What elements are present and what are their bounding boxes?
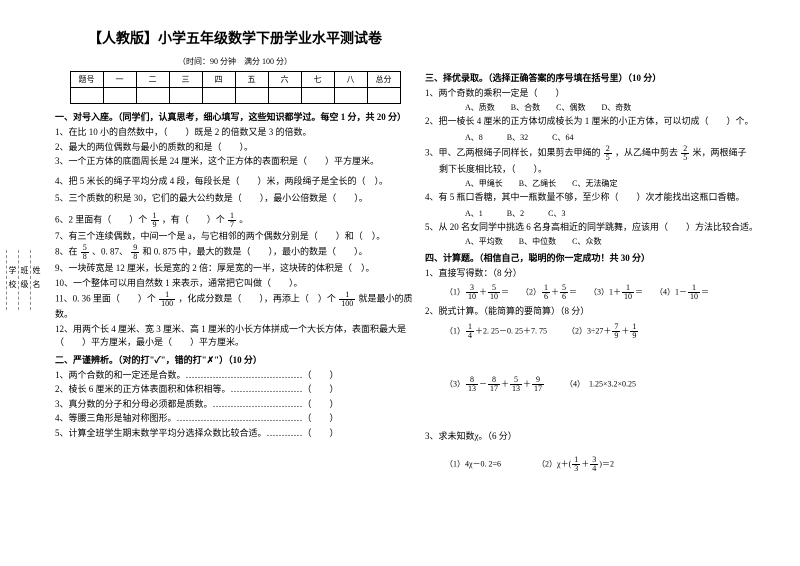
section1-head: 一、对号入座。（同学们，认真思考，细心填写，这些知识都学过。每空 1 分，共 2… <box>55 110 415 123</box>
s3-q1: 1、两个奇数的乘积一定是（ ） <box>425 87 785 101</box>
th-9: 总分 <box>367 72 400 88</box>
exam-title: 【人教版】小学五年级数学下册学业水平测试卷 <box>55 28 415 48</box>
s1-q8a: 8、在 <box>55 247 78 257</box>
binding-school: 学校 <box>7 266 18 294</box>
frac-1-9: 19 <box>151 212 159 229</box>
th-6: 六 <box>268 72 301 88</box>
left-column: 【人教版】小学五年级数学下册学业水平测试卷 （时间：90 分钟 满分 100 分… <box>55 0 415 441</box>
s3-q2: 2、把一棱长 4 厘米的正方体切成棱长为 1 厘米的小正方体，可以切成（ ）个。 <box>425 115 785 129</box>
section2-head: 二、严谨辨析。（对的打"✓"，错的打"✗"）（10 分） <box>55 353 415 366</box>
th-8: 八 <box>334 72 367 88</box>
frac-2-5b: 25 <box>681 145 689 162</box>
s1-q7: 7、有三个连续偶数，中间一个是 a，与它相邻的两个偶数分别是（ ）和（ ）。 <box>55 230 415 244</box>
s1-q6a: 6、2 里面有（ ）个 <box>55 214 147 224</box>
right-column: 三、择优录取。（选择正确答案的序号填在括号里）（10 分） 1、两个奇数的乘积一… <box>425 40 785 477</box>
frac-1-100b: 1100 <box>339 291 355 308</box>
s3-q1o: A、质数 B、合数 C、偶数 D、奇数 <box>425 102 785 114</box>
s3-q3c: 米，两根绳子 <box>693 148 747 158</box>
calc-row-4: （1）4χ－0. 2=6 （2）χ＋(13＋34)＝2 <box>425 456 785 473</box>
exam-subtitle: （时间：90 分钟 满分 100 分） <box>55 56 415 67</box>
s1-q8: 8、在 58 、0. 87、 98 和 0. 875 中，最大的数是（ ），最小… <box>55 244 415 261</box>
frac-1-7: 17 <box>228 212 236 229</box>
score-table: 题号 一 二 三 四 五 六 七 八 总分 <box>70 71 401 104</box>
frac-9-8: 98 <box>131 244 139 261</box>
th-3: 三 <box>169 72 202 88</box>
s1-q6: 6、2 里面有（ ）个 19 ，有（ ）个 17 。 <box>55 212 415 229</box>
s1-q12: 12、用两个长 4 厘米、宽 3 厘米、高 1 厘米的小长方体拼成一个大长方体，… <box>55 323 415 350</box>
frac-5-8: 58 <box>81 244 89 261</box>
calc-row-2: （1）14＋2. 25－0. 25＋7. 75 （2）3÷27＋79＋19 <box>425 323 785 340</box>
binding-class: 班级 <box>19 266 30 294</box>
s4-r3a: （1）4χ－0. 2=6 <box>445 459 501 468</box>
s2-q4: 4、等腰三角形是轴对称图形。……………………………………（ ） <box>55 412 415 426</box>
s4-h1: 1、直接写得数：（8 分） <box>425 267 785 281</box>
s1-q6b: ，有（ ）个 <box>162 214 225 224</box>
calc-row-3: （3）813－817＋513＋917 （4） 1.25×3.2×0.25 <box>425 376 785 393</box>
s3-q3a: 3、甲、乙两根绳子同样长，如果剪去甲绳的 <box>425 148 601 158</box>
s1-q6c: 。 <box>239 214 248 224</box>
th-7: 七 <box>301 72 334 88</box>
th-0: 题号 <box>70 72 103 88</box>
s2-q5: 5、计算全班学生期末数学平均分选择众数比较合适。…………（ ） <box>55 427 415 441</box>
th-2: 二 <box>136 72 169 88</box>
section3-head: 三、择优录取。（选择正确答案的序号填在括号里）（10 分） <box>425 71 785 84</box>
th-4: 四 <box>202 72 235 88</box>
s3-q3: 3、甲、乙两根绳子同样长，如果剪去甲绳的 25 ，从乙绳中剪去 25 米，两根绳… <box>425 145 785 162</box>
s3-q5o: A、平均数 B、中位数 C、众数 <box>425 236 785 248</box>
s1-q11a: 11、0. 36 里面（ ）个 <box>55 294 156 304</box>
s1-q5: 5、三个质数的积是 30，它们的最大公约数是（ ），最小公倍数是（ ）。 <box>55 192 415 206</box>
s3-q3b: ，从乙绳中剪去 <box>615 148 678 158</box>
s2-q1: 1、两个合数的和一定还是合数。…………………………………（ ） <box>55 369 415 383</box>
s3-q2o: A、8 B、32 C、64 <box>425 132 785 144</box>
s1-q1: 1、在比 10 小的自然数中，（ ）既是 2 的倍数又是 3 的倍数。 <box>55 126 415 140</box>
s1-q10: 10、一个整体可以用自然数 1 来表示，通常把它叫做（ ）。 <box>55 277 415 291</box>
section4-head: 四、计算题。（相信自己，聪明的你一定成功！共 30 分） <box>425 251 785 264</box>
calc-row-1: （1）310＋510＝ （2）16＋56＝ （3）1＋110＝ （4）1－110… <box>425 284 785 301</box>
binding-name: 姓名 <box>31 266 42 294</box>
s1-q2: 2、最大的两位偶数与最小的质数的和是（ ）。 <box>55 141 415 155</box>
s1-q8b: 、0. 87、 <box>92 247 128 257</box>
s1-q9: 9、一块砖宽是 12 厘米，长是宽的 2 倍：厚是宽的一半，这块砖的体积是（ ）… <box>55 262 415 276</box>
s2-q3: 3、真分数的分子和分母必须都是质数。…………………………（ ） <box>55 398 415 412</box>
s1-q4: 4、把 5 米长的绳子平均分成 4 段，每段长是（ ）米，两段绳子是全长的（ ）… <box>55 175 415 189</box>
s3-q3d: 剩下长度相比较，（ ）。 <box>425 163 785 177</box>
th-1: 一 <box>103 72 136 88</box>
s1-q8c: 和 0. 875 中，最大的数是（ ），最小的数是（ ）。 <box>143 247 368 257</box>
s3-q4o: A、1 B、2 C、3 <box>425 208 785 220</box>
s4-h2: 2、脱式计算。（能简算的要简算）（8 分） <box>425 305 785 319</box>
frac-2-5a: 25 <box>604 145 612 162</box>
binding-margin: 姓名 班级 学校 <box>30 80 42 480</box>
s4-h3: 3、求未知数χ。（6 分） <box>425 430 785 444</box>
th-5: 五 <box>235 72 268 88</box>
s1-q11: 11、0. 36 里面（ ）个 1100 ，化成分数是（ ），再添上（ ）个 1… <box>55 291 415 322</box>
s3-q4: 4、有 5 瓶口香糖，其中一瓶数量不够，至少称（ ）次才能找出这瓶口香糖。 <box>425 191 785 205</box>
s3-q3o: A、甲绳长 B、乙绳长 C、无法确定 <box>425 178 785 190</box>
s4-r3b: （2）χ＋ <box>541 459 569 468</box>
s1-q3: 3、一个正方体的底面周长是 24 厘米，这个正方体的表面积是（ ）平方厘米。 <box>55 155 415 169</box>
s3-q5: 5、从 20 名女同学中挑选 6 名身高相近的同学跳舞，应该用（ ）方法比较合适… <box>425 221 785 235</box>
s1-q11b: ，化成分数是（ ），再添上（ ）个 <box>178 294 336 304</box>
s2-q2: 2、棱长 6 厘米的正方体表面积和体积相等。……………………（ ） <box>55 383 415 397</box>
frac-1-100a: 1100 <box>159 291 175 308</box>
